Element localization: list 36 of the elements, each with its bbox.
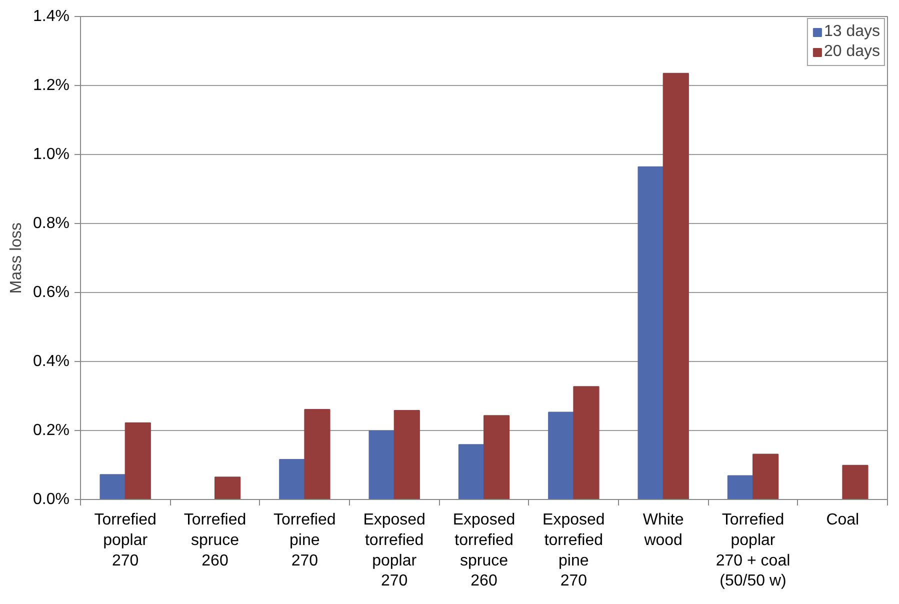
legend-label: 20 days (824, 43, 880, 61)
bar (304, 408, 330, 500)
x-tick-label: Torrefied spruce 260 (184, 512, 246, 570)
bar (842, 464, 868, 500)
bar (638, 166, 664, 500)
y-tick-label: 1.4% (33, 8, 70, 25)
bar (368, 430, 395, 500)
y-tick-label: 0.8% (33, 215, 70, 232)
y-tick-label: 0.6% (33, 284, 70, 301)
y-tick-label: 0.2% (33, 422, 70, 439)
bar (394, 410, 420, 500)
x-tick-label: Torrefied pine 270 (274, 512, 336, 570)
bar (100, 474, 126, 500)
x-tick-label: Torrefied poplar 270 + coal (50/50 w) (716, 512, 790, 590)
x-tick-label: Torrefied poplar 270 (94, 512, 156, 570)
bar (214, 476, 241, 500)
y-tick-label: 0.0% (33, 491, 70, 508)
x-tick-label: Exposed torrefied spruce 260 (452, 512, 516, 590)
bar (484, 415, 510, 500)
y-tick-label: 1.2% (33, 77, 70, 94)
x-tick-label: White wood (642, 512, 684, 549)
bar (458, 444, 484, 500)
y-tick-label: 0.4% (33, 353, 70, 370)
x-tick-label: Exposed torrefied poplar 270 (363, 512, 426, 590)
y-tick-label: 1.0% (33, 146, 70, 163)
bar (548, 412, 574, 500)
bar (573, 386, 600, 500)
x-tick-label: Coal (826, 512, 860, 528)
bar (727, 475, 754, 500)
bar (752, 454, 779, 500)
bar (662, 72, 689, 500)
x-tick-label: Exposed torrefied pine 270 (542, 512, 605, 590)
bar (279, 458, 306, 500)
legend-label: 13 days (824, 23, 880, 41)
y-axis-title: Mass loss (8, 222, 26, 294)
bar (124, 422, 151, 500)
